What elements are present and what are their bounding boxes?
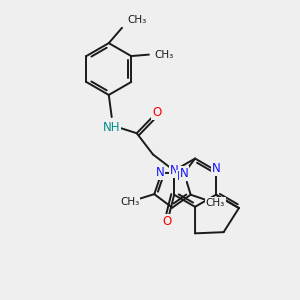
Text: O: O: [152, 106, 161, 119]
Text: CH₃: CH₃: [206, 198, 225, 208]
Text: N: N: [170, 164, 178, 177]
Text: CH₃: CH₃: [120, 197, 139, 207]
Text: N: N: [212, 162, 220, 175]
Text: NH: NH: [103, 121, 121, 134]
Text: N: N: [176, 170, 185, 184]
Text: O: O: [163, 215, 172, 228]
Text: N: N: [180, 167, 188, 180]
Text: N: N: [156, 167, 164, 179]
Text: CH₃: CH₃: [127, 15, 147, 25]
Text: CH₃: CH₃: [154, 50, 173, 60]
